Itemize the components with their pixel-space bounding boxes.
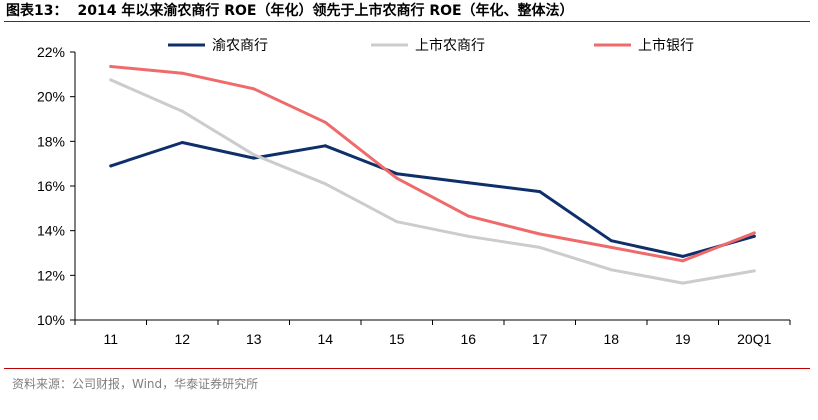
chart-legend: 渝农商行 上市农商行 上市银行 (168, 37, 694, 54)
y-tick-label: 10% (37, 312, 65, 328)
data-point (252, 87, 256, 91)
source-note: 资料来源：公司财报，Wind，华泰证券研究所 (12, 377, 259, 391)
source-divider (4, 368, 810, 369)
legend-label-2: 上市农商行 (415, 37, 485, 54)
data-point (752, 234, 756, 238)
title-divider (4, 21, 810, 22)
data-point (609, 268, 613, 272)
series-line-2 (109, 78, 756, 285)
y-tick-label: 20% (37, 89, 65, 105)
x-tick-label: 15 (389, 331, 405, 347)
legend-label-1: 渝农商行 (212, 38, 268, 54)
data-point (466, 234, 470, 238)
x-tick-label: 14 (317, 331, 333, 347)
x-tick-label: 20Q1 (737, 331, 771, 347)
data-point (538, 232, 542, 236)
x-tick-label: 18 (603, 331, 619, 347)
data-point (609, 239, 613, 243)
figure-title-text: 2014 年以来渝农商行 ROE（年化）领先于上市农商行 ROE（年化、整体法） (77, 3, 574, 19)
data-point (323, 120, 327, 124)
data-point (395, 172, 399, 176)
data-point (180, 71, 184, 75)
data-point (109, 164, 113, 168)
x-axis: 11 12 13 14 15 16 17 18 19 20Q1 (74, 319, 791, 347)
y-tick-label: 12% (37, 267, 65, 283)
data-point (681, 254, 685, 258)
x-tick-label: 17 (532, 331, 548, 347)
x-tick-label: 12 (174, 331, 190, 347)
data-point (180, 109, 184, 113)
y-tick-label: 18% (37, 133, 65, 149)
data-point (681, 281, 685, 285)
y-tick-label: 14% (37, 223, 65, 239)
data-point (609, 245, 613, 249)
data-point (395, 220, 399, 224)
series-line-3 (109, 65, 756, 263)
figure-label: 图表13： (6, 3, 68, 19)
data-point (681, 259, 685, 263)
data-point (538, 245, 542, 249)
series-line-1 (109, 141, 756, 258)
data-point (109, 65, 113, 69)
plot-area (109, 65, 756, 285)
figure-title: 图表13： 2014 年以来渝农商行 ROE（年化）领先于上市农商行 ROE（年化… (6, 0, 574, 20)
data-point (323, 144, 327, 148)
data-point (395, 176, 399, 180)
data-point (180, 140, 184, 144)
x-tick-label: 16 (460, 331, 476, 347)
data-point (466, 214, 470, 218)
data-point (109, 78, 113, 82)
data-point (323, 182, 327, 186)
data-point (752, 269, 756, 273)
data-point (252, 156, 256, 160)
y-axis: 10% 12% 14% 16% 18% 20% 22% (37, 44, 76, 328)
x-tick-label: 13 (246, 331, 262, 347)
data-point (752, 231, 756, 235)
y-tick-label: 22% (37, 44, 65, 60)
x-tick-label: 19 (675, 331, 691, 347)
legend-label-3: 上市银行 (638, 37, 694, 54)
data-point (252, 153, 256, 157)
x-tick-label: 11 (103, 331, 118, 347)
y-tick-label: 16% (37, 178, 65, 194)
data-point (538, 190, 542, 194)
data-point (466, 181, 470, 185)
